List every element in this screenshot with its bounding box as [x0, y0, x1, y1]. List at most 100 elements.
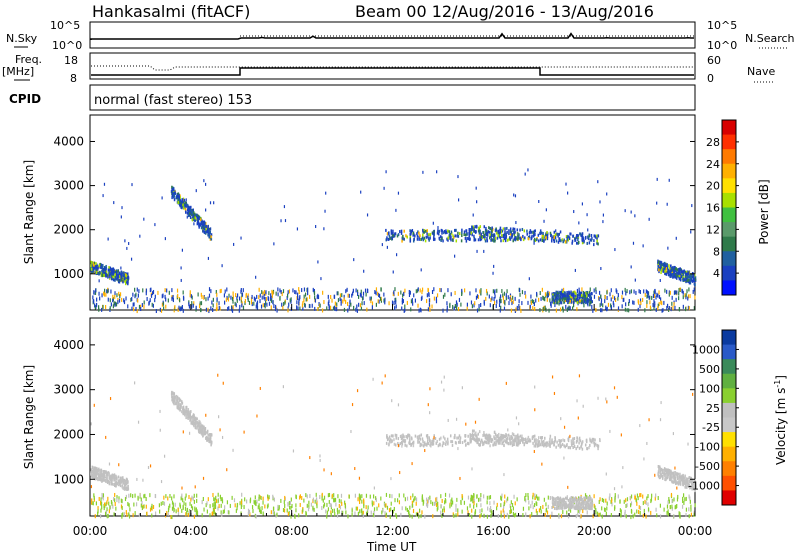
- echo-cell: [503, 233, 506, 237]
- echo-cell: [668, 273, 670, 277]
- echo-cell: [366, 510, 368, 515]
- echo-cell: [659, 278, 661, 282]
- echo-cell: [573, 303, 575, 308]
- echo-cell: [138, 304, 141, 309]
- nsearch-tick-low: 10^0: [707, 39, 737, 52]
- echo-cell: [199, 218, 202, 222]
- echo-cell: [211, 300, 213, 305]
- echo-cell: [355, 288, 357, 293]
- echo-cell: [518, 233, 520, 237]
- echo-cell: [216, 297, 218, 302]
- echo-cell: [189, 293, 191, 298]
- echo-cell: [256, 294, 258, 299]
- echo-cell: [97, 511, 99, 516]
- echo-cell: [125, 276, 127, 280]
- echo-cell: [359, 303, 362, 308]
- echo-cell: [590, 291, 593, 295]
- echo-cell: [418, 440, 421, 444]
- echo-cell: [677, 271, 679, 275]
- echo-cell: [688, 480, 691, 484]
- echo-cell: [630, 210, 632, 214]
- echo-cell: [605, 305, 607, 310]
- echo-cell: [610, 303, 612, 308]
- echo-cell: [579, 514, 581, 519]
- echo-cell: [386, 237, 388, 241]
- echo-cell: [151, 302, 153, 307]
- echo-cell: [612, 294, 614, 299]
- echo-cell: [266, 504, 269, 509]
- echo-cell: [181, 406, 183, 410]
- echo-cell: [666, 263, 668, 267]
- echo-cell: [212, 503, 214, 508]
- echo-cell: [679, 472, 681, 476]
- echo-cell: [184, 201, 187, 205]
- echo-cell: [565, 182, 567, 186]
- echo-cell: [182, 408, 185, 412]
- echo-cell: [113, 201, 115, 205]
- echo-cell: [503, 306, 506, 311]
- echo-cell: [447, 236, 449, 240]
- echo-cell: [500, 239, 502, 243]
- echo-cell: [362, 514, 364, 519]
- echo-cell: [351, 512, 353, 517]
- echo-cell: [208, 293, 211, 298]
- echo-cell: [97, 472, 100, 476]
- echo-cell: [326, 510, 328, 515]
- echo-cell: [193, 211, 195, 215]
- echo-cell: [547, 293, 549, 298]
- echo-cell: [493, 430, 496, 434]
- echo-cell: [463, 439, 466, 443]
- echo-cell: [455, 228, 457, 232]
- echo-cell: [120, 480, 123, 484]
- echo-cell: [380, 287, 382, 292]
- echo-cell: [473, 429, 475, 433]
- echo-cell: [385, 503, 387, 508]
- echo-cell: [107, 268, 110, 272]
- echo-cell: [333, 498, 335, 503]
- echo-cell: [690, 479, 692, 483]
- echo-cell: [440, 504, 442, 509]
- echo-cell: [658, 294, 661, 299]
- echo-cell: [502, 508, 504, 513]
- echo-cell: [213, 497, 215, 502]
- echo-cell: [256, 300, 259, 305]
- echo-cell: [542, 234, 545, 238]
- echo-cell: [692, 289, 694, 294]
- echo-cell: [442, 239, 444, 243]
- echo-cell: [596, 443, 598, 447]
- echo-cell: [128, 512, 130, 517]
- echo-cell: [216, 306, 218, 311]
- echo-cell: [103, 291, 105, 296]
- echo-cell: [115, 480, 117, 484]
- echo-cell: [120, 276, 123, 280]
- echo-cell: [173, 402, 175, 406]
- echo-cell: [601, 308, 603, 313]
- echo-cell: [124, 497, 127, 502]
- echo-cell: [464, 434, 467, 438]
- echo-cell: [386, 438, 389, 442]
- echo-cell: [449, 236, 451, 240]
- echo-cell: [173, 191, 175, 195]
- echo-cell: [197, 217, 200, 221]
- echo-cell: [572, 500, 574, 504]
- echo-cell: [209, 504, 211, 509]
- echo-cell: [251, 302, 253, 307]
- echo-cell: [494, 437, 496, 441]
- echo-cell: [461, 228, 463, 232]
- echo-cell: [426, 436, 429, 440]
- echo-cell: [639, 506, 642, 511]
- echo-cell: [102, 470, 104, 474]
- echo-cell: [149, 288, 151, 293]
- nsky-tick-low: 10^0: [52, 39, 82, 52]
- echo-cell: [601, 506, 603, 511]
- echo-cell: [545, 234, 548, 238]
- echo-cell: [645, 500, 647, 505]
- echo-cell: [341, 293, 343, 298]
- echo-cell: [510, 500, 512, 505]
- echo-cell: [586, 495, 588, 500]
- echo-cell: [548, 440, 551, 444]
- echo-cell: [637, 307, 639, 312]
- echo-cell: [334, 512, 336, 517]
- echo-cell: [403, 493, 405, 498]
- echo-cell: [581, 232, 584, 236]
